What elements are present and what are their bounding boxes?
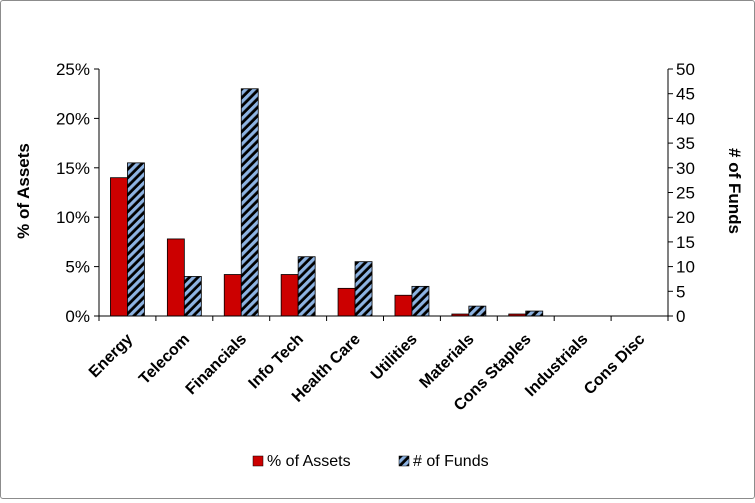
bar-funds-4 [354,261,373,317]
y-tick-label: 15% [56,159,90,178]
category-label: Telecom [136,331,193,388]
bar-assets-1 [166,238,185,317]
bar-assets-0 [110,177,128,317]
y2-axis-title: # of Funds [725,148,744,234]
y-tick-label: 5% [65,258,90,277]
y2-tick-label: 0 [676,307,685,326]
y2-tick-label: 10 [676,258,695,277]
bar-funds-5 [411,285,430,317]
y-tick-label: 20% [56,109,90,128]
y-tick-label: 0% [65,307,90,326]
bar-funds-0 [127,162,145,317]
bar-funds-7 [525,310,544,317]
y2-tick-label: 45 [676,85,695,104]
legend-label-funds: # of Funds [413,453,489,470]
category-label: Energy [86,331,136,381]
y2-tick-label: 25 [676,184,695,203]
category-label: Materials [417,331,478,392]
legend-label-assets: % of Assets [267,453,351,470]
y2-tick-label: 40 [676,109,695,128]
bar-funds-3 [297,256,316,317]
y2-tick-label: 50 [676,60,695,79]
legend-swatch-funds [398,455,410,467]
y2-tick-label: 35 [676,134,695,153]
y2-tick-label: 30 [676,159,695,178]
bar-funds-6 [468,305,487,317]
legend-swatch-assets [252,455,264,467]
bar-assets-2 [223,274,242,317]
legend: % of Assets # of Funds [252,453,489,470]
category-label: Info Tech [246,331,307,392]
y2-tick-label: 20 [676,208,695,227]
bar-funds-1 [183,276,202,317]
category-label: Financials [183,331,250,398]
bar-funds-2 [240,88,259,317]
y-tick-label: 25% [56,60,90,79]
y-tick-label: 10% [56,208,90,227]
bar-assets-4 [337,287,356,317]
category-label: Utilities [368,331,421,384]
y-axis-title: % of Assets [14,143,33,239]
category-label: Cons Disc [581,331,648,398]
bar-assets-5 [394,294,413,317]
y2-tick-label: 5 [676,282,685,301]
y2-tick-label: 15 [676,233,695,252]
bar-assets-3 [280,274,299,317]
